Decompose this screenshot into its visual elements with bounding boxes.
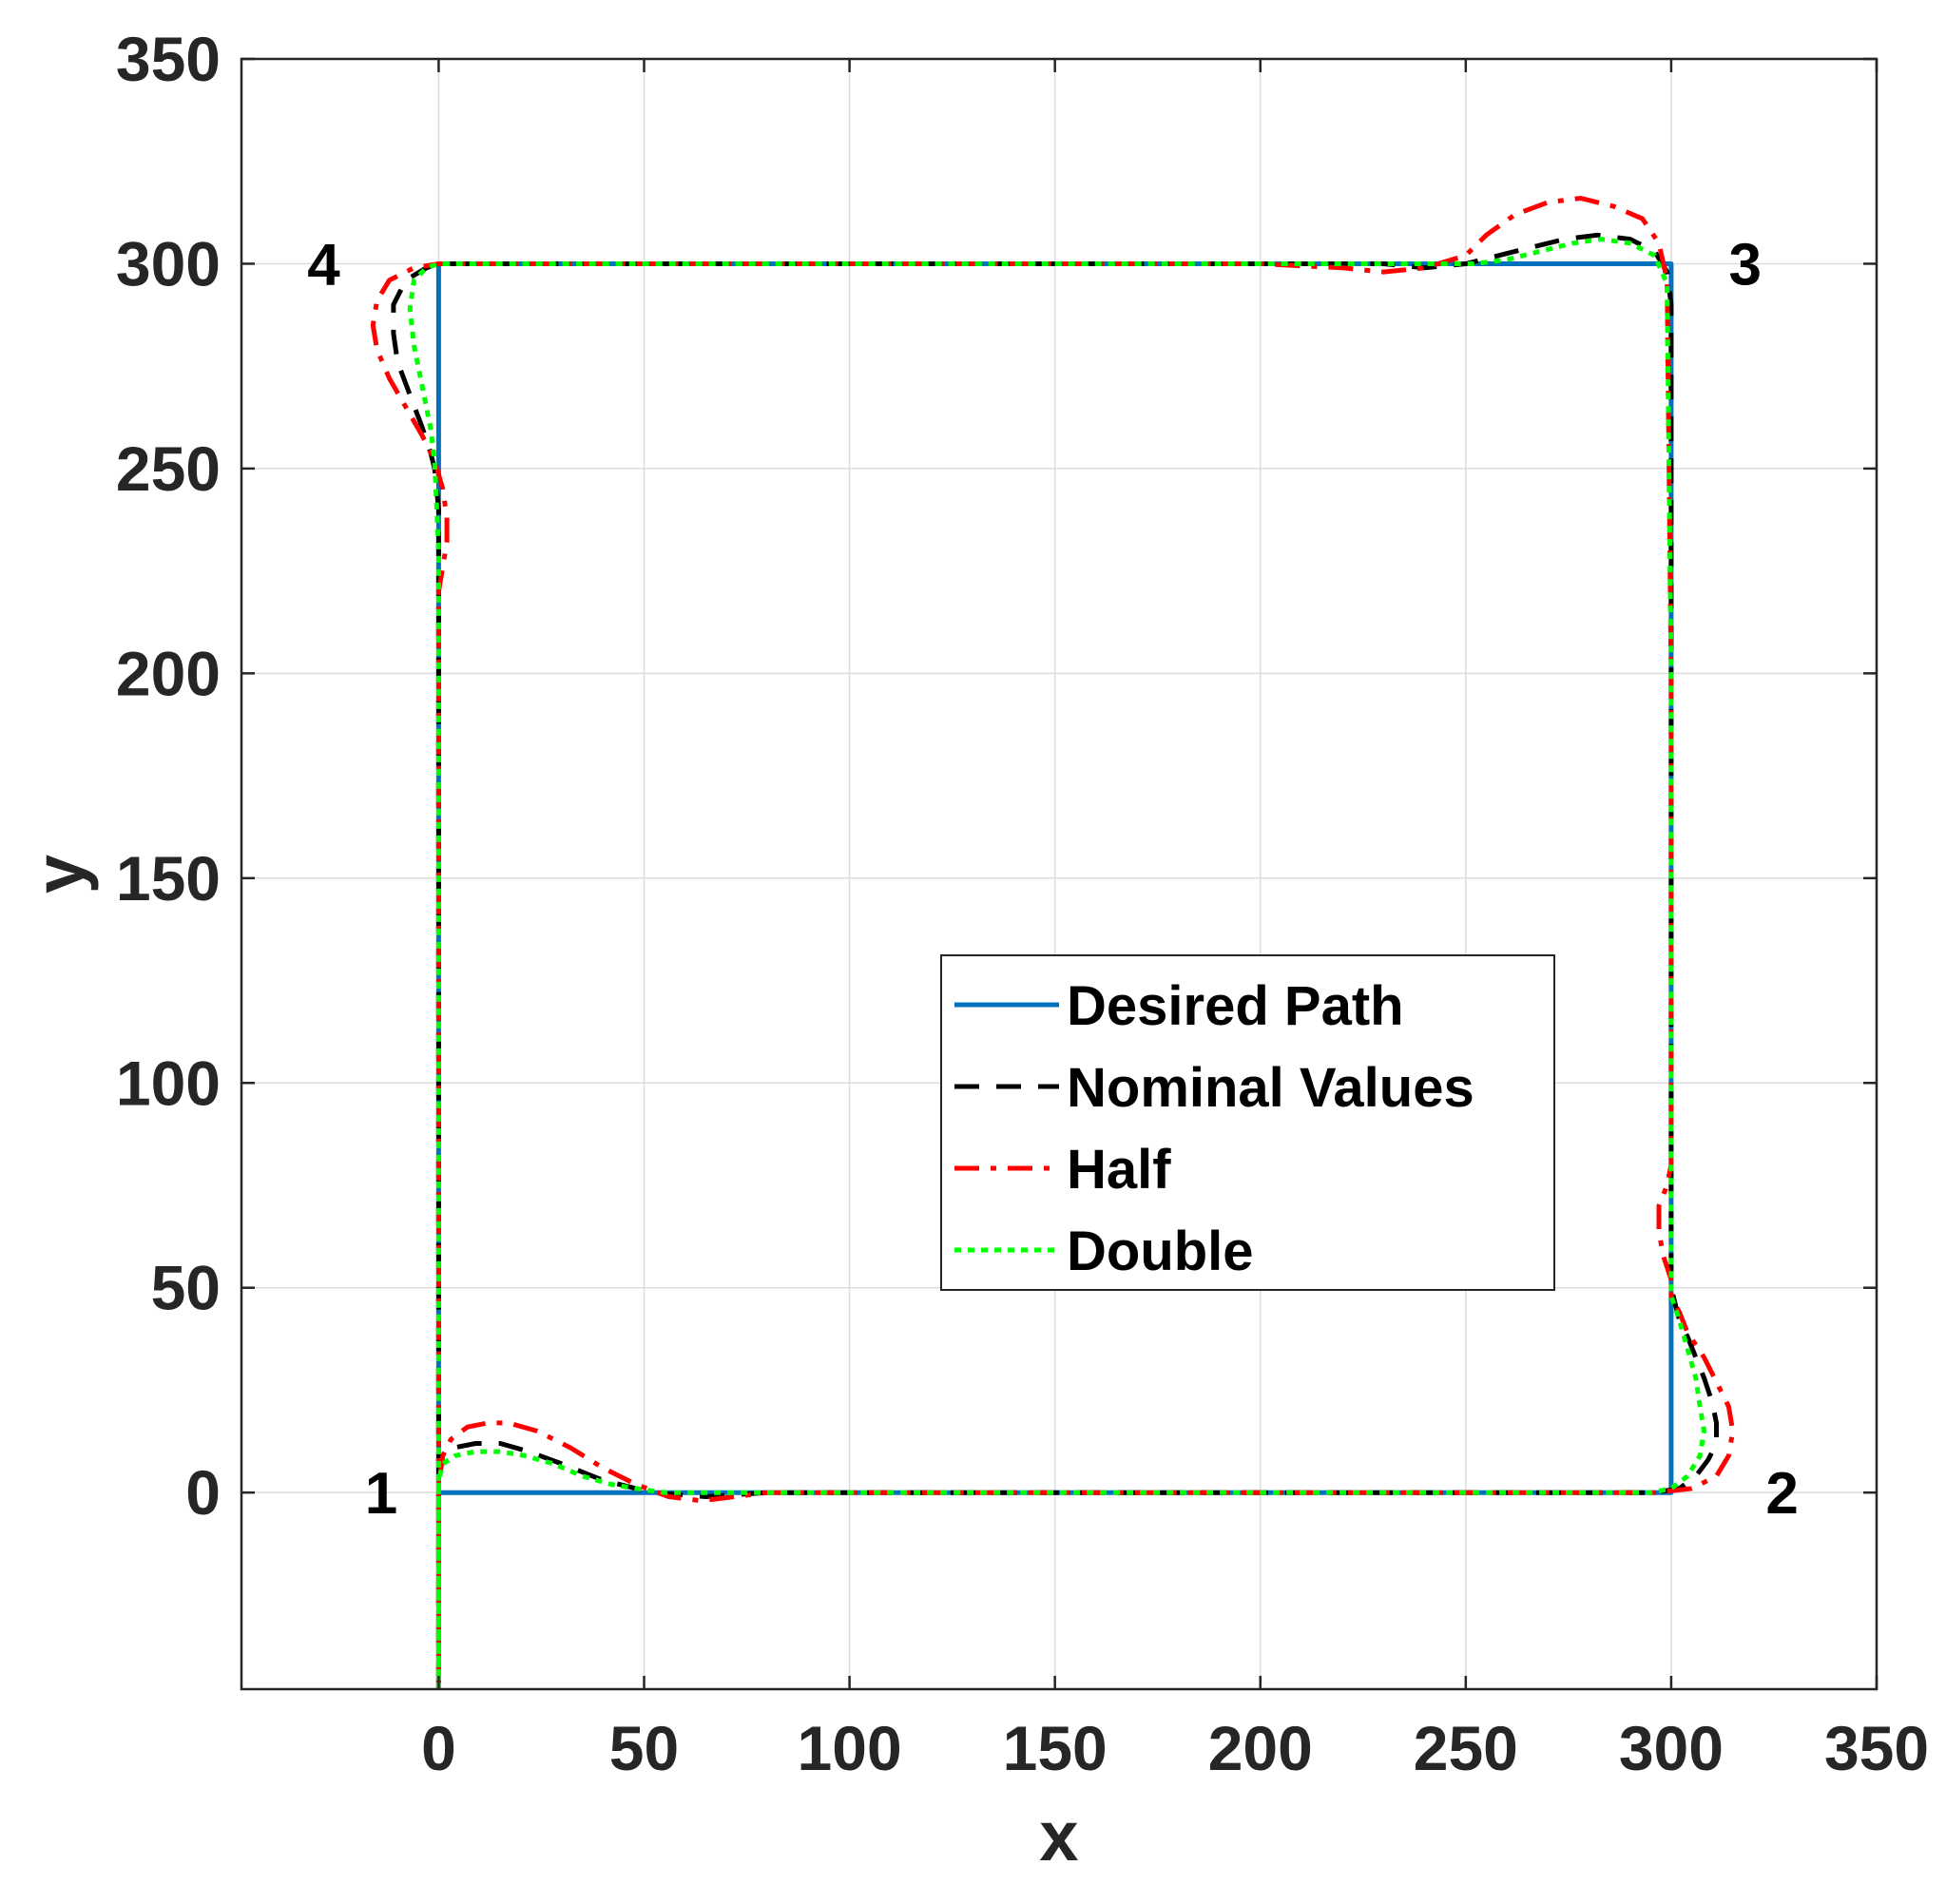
legend-entry: Desired Path [954,975,1404,1037]
y-tick-label: 50 [151,1253,221,1323]
x-tick-label: 300 [1619,1713,1724,1783]
y-tick-label: 200 [116,638,221,708]
x-tick-label: 100 [798,1713,902,1783]
axes-box [240,57,1879,1691]
corner-label-3: 3 [1728,232,1761,298]
legend: Desired Path Nominal Values Half Double [940,954,1555,1291]
y-axis-label: y [20,855,99,894]
legend-box [940,954,1555,1291]
legend-label: Desired Path [1067,975,1404,1037]
y-tick-label: 100 [116,1048,221,1118]
tick-labels: 0 50 100 150 200 250 300 350 0 50 100 150 200 250 300 3… [116,24,1929,1783]
grid [241,58,1878,1689]
y-tick-label: 300 [116,228,221,298]
x-tick-label: 0 [421,1713,456,1783]
x-tick-label: 150 [1003,1713,1108,1783]
y-tick-label: 350 [116,24,221,94]
legend-entry: Nominal Values [954,1057,1474,1119]
y-tick-label: 250 [116,433,221,504]
x-axis-label: x [1039,1797,1078,1875]
x-tick-label: 50 [609,1713,679,1783]
legend-label: Double [1067,1221,1254,1282]
legend-entry: Double [954,1221,1254,1282]
corner-label-2: 2 [1765,1461,1798,1527]
series-line-double [407,237,1706,1689]
corner-labels: 1 2 3 4 [307,232,1799,1527]
corner-label-4: 4 [307,232,340,298]
y-tick-label: 0 [185,1457,221,1528]
y-tick-label: 150 [116,843,221,914]
x-tick-label: 200 [1208,1713,1313,1783]
series-layer [370,196,1736,1689]
x-tick-label: 350 [1824,1713,1929,1783]
legend-label: Half [1067,1139,1171,1201]
x-tick-label: 250 [1414,1713,1518,1783]
axis-ticks [241,57,1879,1689]
legend-label: Nominal Values [1067,1057,1474,1119]
legend-entry: Half [954,1139,1171,1201]
corner-label-1: 1 [365,1461,397,1527]
